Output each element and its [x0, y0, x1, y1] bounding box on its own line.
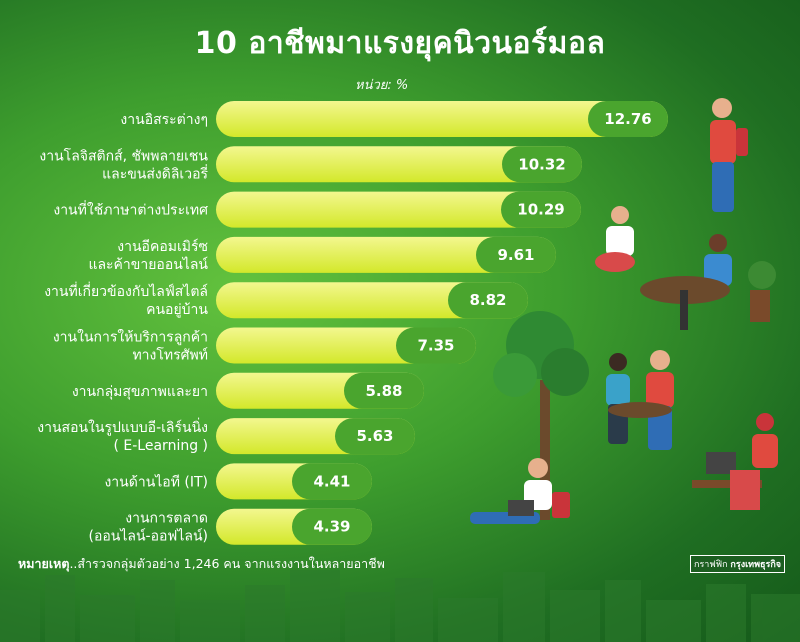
category-label: งานที่ใช้ภาษาต่างประเทศ: [53, 201, 208, 219]
bar: [216, 146, 582, 183]
bar-value-label: 7.35: [417, 337, 454, 355]
category-label: งานที่เกี่ยวข้องกับไลฟ์สไตล์: [44, 282, 208, 300]
category-label: งานในการให้บริการลูกค้า: [53, 329, 208, 346]
unit-label: หน่วย: %: [355, 78, 409, 93]
bar-value-tab: [501, 191, 581, 228]
chart-title: 10 อาชีพมาแรงยุคนิวนอร์มอล: [194, 26, 606, 61]
bar: [216, 282, 528, 319]
bar: [216, 191, 581, 228]
bar-value-label: 12.76: [604, 110, 651, 128]
footnote-prefix: หมายเหตุ: [18, 556, 70, 571]
bar-value-label: 5.63: [356, 427, 393, 445]
category-label: งานอีคอมเมิร์ซ: [117, 238, 208, 255]
bar-group: 10.29 งานที่ใช้ภาษาต่างประเทศ: [53, 191, 581, 228]
bar-value-label: 4.41: [313, 472, 350, 490]
category-label: งานสอนในรูปแบบอี-เลิร์นนิ่ง: [37, 418, 208, 436]
bar-value-label: 9.61: [497, 246, 534, 264]
bar-value-label: 10.29: [517, 201, 564, 219]
bar-value-label: 10.32: [518, 155, 565, 173]
bar-group: 12.76 งานอิสระต่างๆ: [120, 101, 668, 137]
bar-value-tab: [292, 508, 372, 545]
category-label: และค้าขายออนไลน์: [88, 256, 208, 273]
category-label: คนอยู่บ้าน: [146, 302, 208, 318]
category-label: งานด้านไอที (IT): [104, 473, 208, 490]
bar-group: 5.63 งานสอนในรูปแบบอี-เลิร์นนิ่ง ( E-Learn…: [37, 418, 415, 455]
bar-value-tab: [476, 236, 556, 273]
footnote: หมายเหตุ..สำรวจกลุ่มตัวอย่าง 1,246 คน จา…: [18, 554, 385, 574]
bar-value-label: 5.88: [365, 382, 402, 400]
bar-group: 4.41 งานด้านไอที (IT): [104, 463, 372, 500]
category-label: และขนส่งดิลิเวอรี่: [102, 164, 208, 182]
credit-graphic: กราฟฟิก: [694, 560, 728, 570]
category-label: งานโลจิสติกส์, ชัพพลายเชน: [39, 147, 208, 164]
category-label: (ออนไลน์-ออฟไลน์): [89, 528, 208, 545]
bar-value-tab: [292, 463, 372, 500]
bar-value-tab: [502, 146, 582, 183]
category-label: งานการตลาด: [125, 511, 208, 527]
bar-value-tab: [344, 372, 424, 409]
footnote-text: ..สำรวจกลุ่มตัวอย่าง 1,246 คน จากแรงงานใ…: [69, 556, 385, 571]
bar-value-tab: [448, 282, 528, 319]
category-label: ทางโทรศัพท์: [132, 347, 208, 364]
bar: [216, 236, 556, 273]
category-label: งานอิสระต่างๆ: [120, 112, 208, 128]
bar-value-tab: [335, 418, 415, 455]
bar-value-label: 8.82: [469, 291, 506, 309]
bar-group: 5.88 งานกลุ่มสุขภาพและยา: [72, 372, 424, 409]
category-label: งานกลุ่มสุขภาพและยา: [72, 384, 208, 400]
bar-value-tab: [396, 327, 476, 364]
credit-badge: กราฟฟิก กรุงเทพธุรกิจ: [690, 555, 786, 573]
bar-group: 8.82 งานที่เกี่ยวข้องกับไลฟ์สไตล์คนอยู่บ้…: [44, 282, 528, 319]
category-label: ( E-Learning ): [114, 438, 209, 454]
credit-brand: กรุงเทพธุรกิจ: [730, 560, 782, 570]
bar-value-tab: [588, 101, 668, 137]
bar-value-label: 4.39: [313, 518, 350, 536]
bar-group: 4.39 งานการตลาด(ออนไลน์-ออฟไลน์): [89, 508, 372, 545]
bar: [216, 101, 668, 137]
bar-group: 10.32 งานโลจิสติกส์, ชัพพลายเชนและขนส่งดิ…: [39, 146, 582, 183]
